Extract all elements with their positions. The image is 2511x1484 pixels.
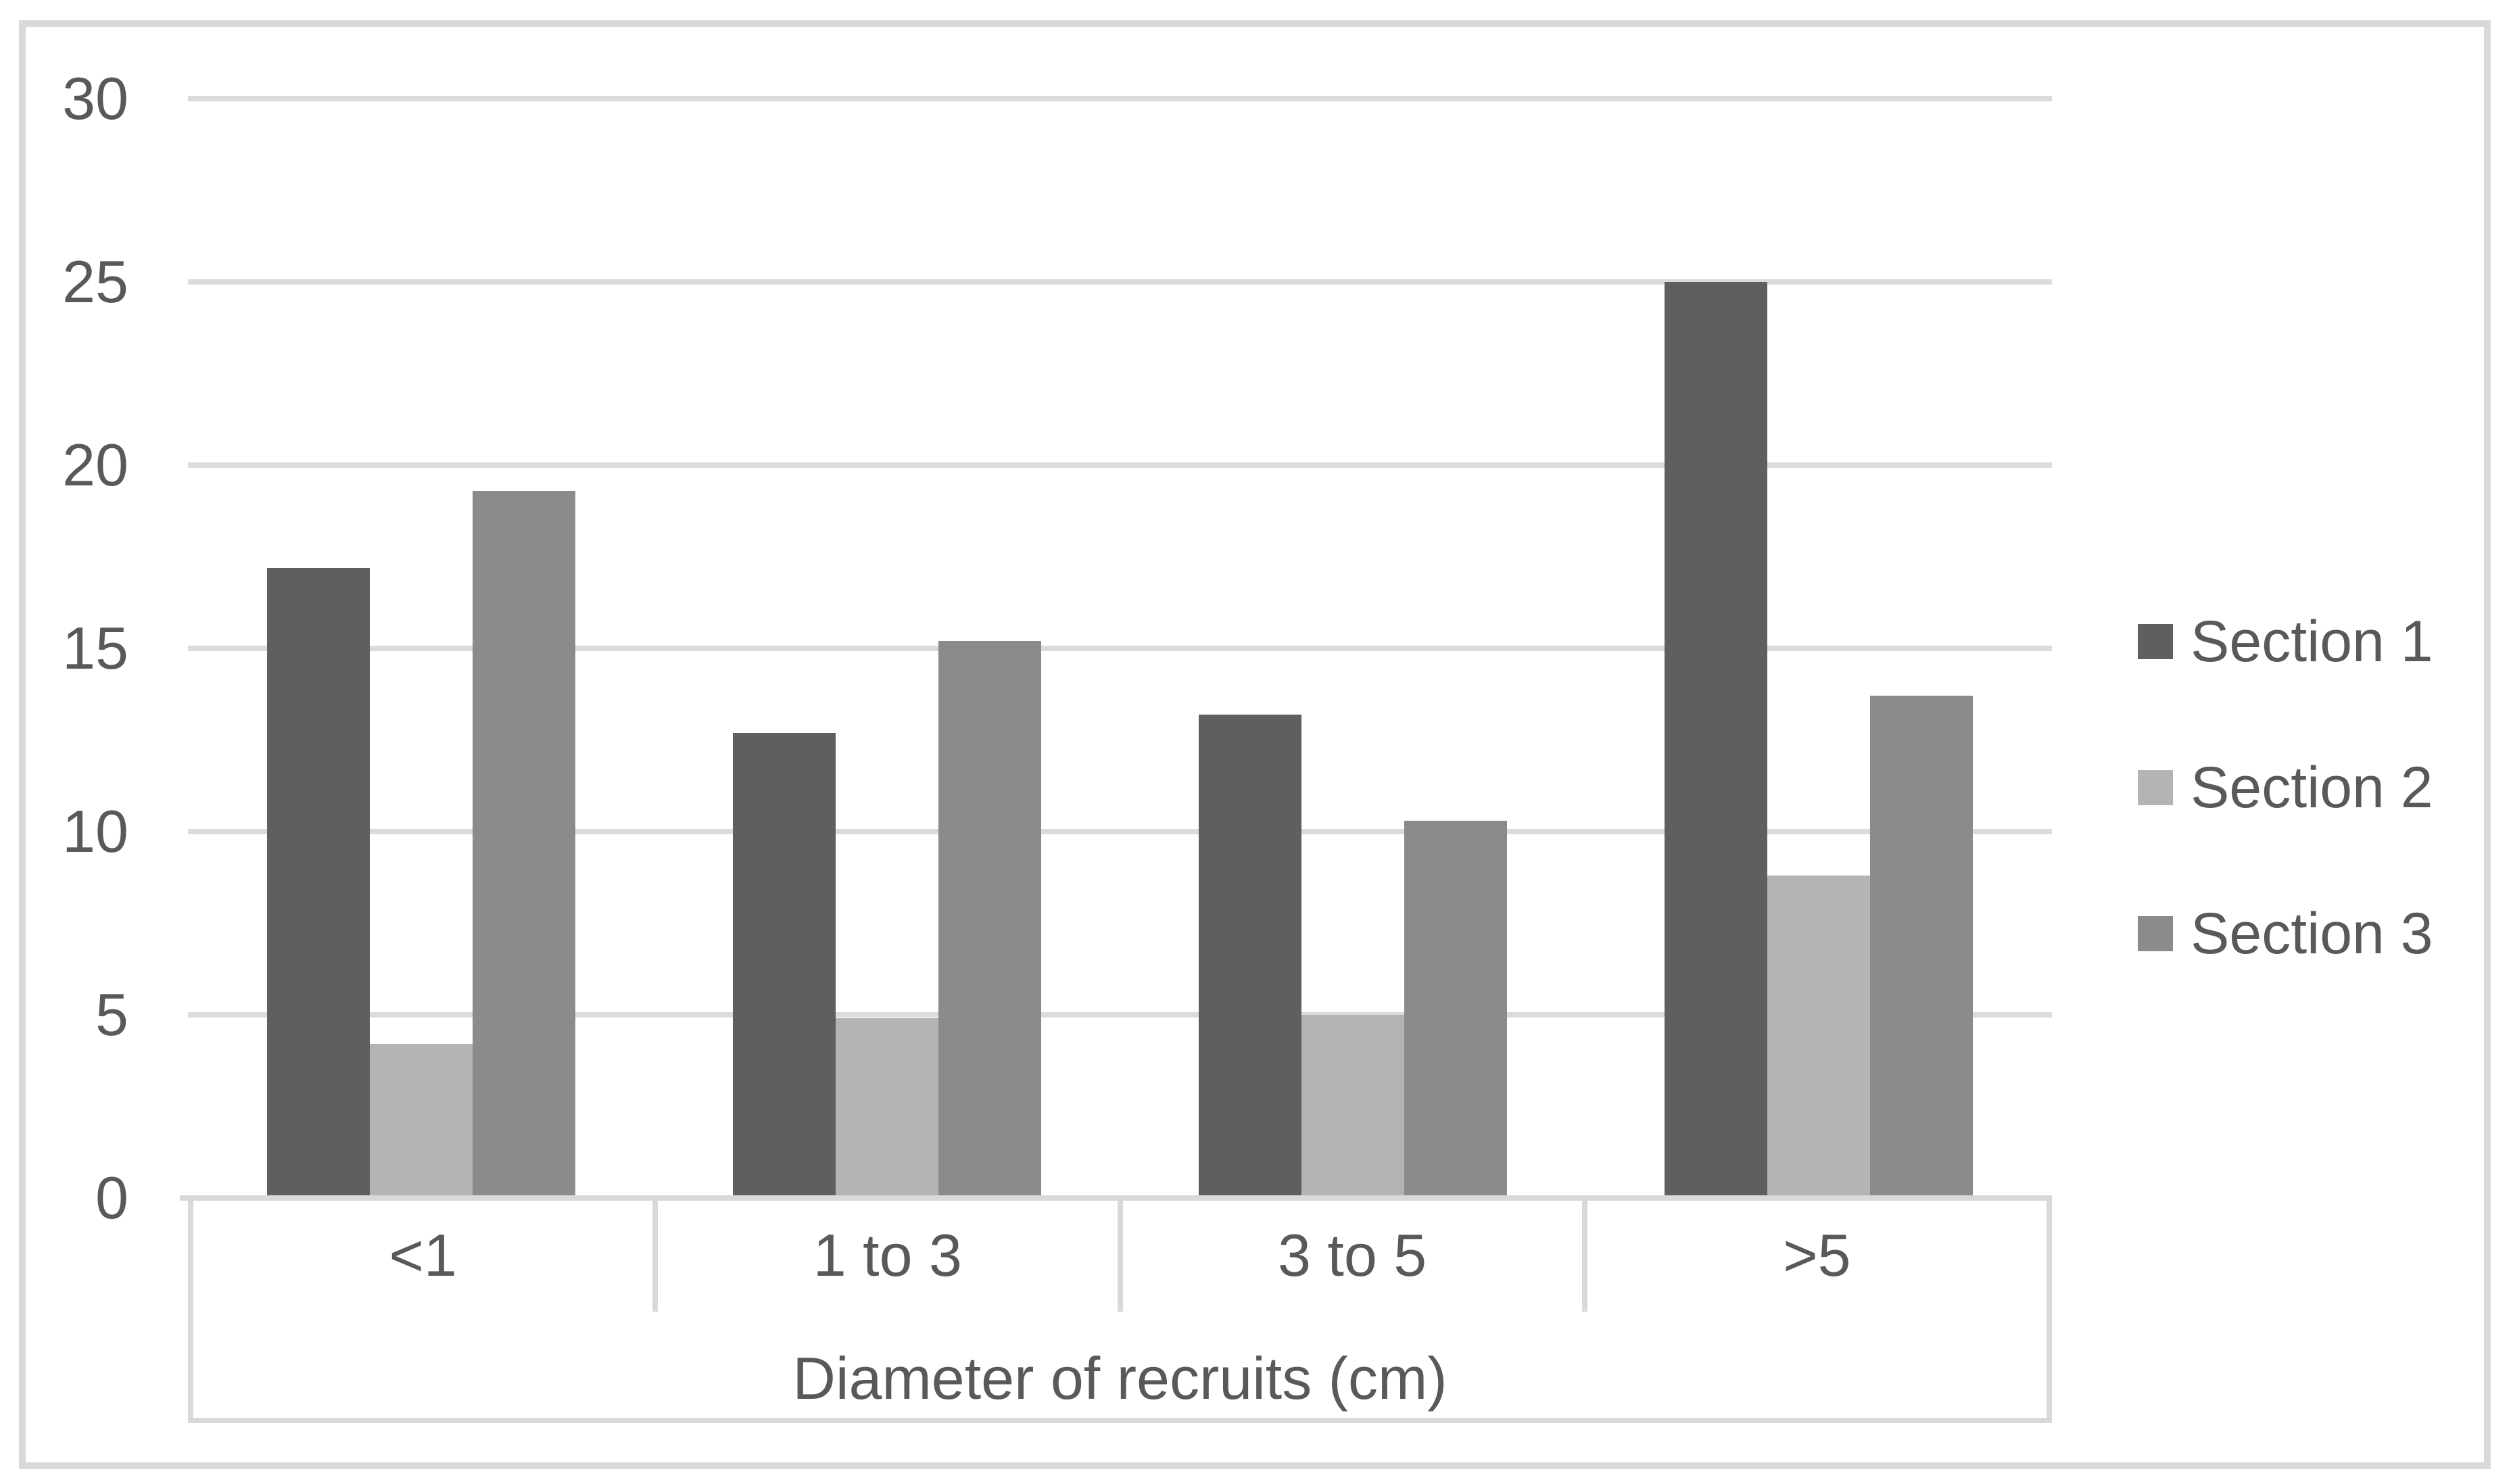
legend-swatch-icon: [2138, 624, 2173, 659]
bar-groups: [188, 99, 2052, 1198]
legend-label: Section 1: [2191, 608, 2433, 674]
y-tick-label-5: 5: [95, 981, 128, 1048]
bar-section-1-0: [266, 567, 370, 1198]
bar-group-1: [654, 99, 1120, 1198]
x-axis-title: Diameter of recruits (cm): [792, 1344, 1448, 1412]
category-label-3: >5: [1783, 1222, 1851, 1289]
category-label-0: <1: [193, 1199, 659, 1312]
bar-section-2-1: [835, 1018, 938, 1198]
plot-area: [188, 96, 2052, 1198]
bar-section-1-3: [1665, 282, 1768, 1198]
legend-label: Section 3: [2191, 901, 2433, 966]
legend-entry-section-3: Section 3: [2138, 901, 2433, 966]
legend-entry-section-1: Section 1: [2138, 609, 2433, 674]
gridline-25: [188, 279, 2052, 285]
x-axis-line: [180, 1195, 2052, 1201]
bar-section-2-2: [1301, 1015, 1405, 1198]
category-label-2: 3 to 5: [1123, 1199, 1587, 1312]
legend: Section 1 Section 2 Section 3: [2138, 609, 2433, 966]
gridline-5: [188, 1012, 2052, 1018]
bar-section-3-3: [1870, 696, 1974, 1198]
y-tick-label-25: 25: [62, 248, 128, 315]
bar-section-3-2: [1404, 820, 1508, 1198]
bar-group-0: [188, 99, 654, 1198]
category-label-1: 1 to 3: [658, 1199, 1123, 1312]
bar-section-1-1: [732, 732, 836, 1198]
y-tick-label-10: 10: [62, 798, 128, 865]
legend-swatch-icon: [2138, 916, 2173, 951]
bar-group-2: [1120, 99, 1586, 1198]
y-tick-label-0: 0: [95, 1164, 128, 1231]
bar-section-3-1: [938, 641, 1041, 1198]
bar-section-3-0: [472, 490, 575, 1198]
gridline-30: [188, 96, 2052, 101]
x-axis-title-row: Diameter of recruits (cm): [193, 1312, 2047, 1429]
gridline-20: [188, 462, 2052, 468]
y-tick-label-15: 15: [62, 615, 128, 681]
bar-group-3: [1586, 99, 2052, 1198]
legend-label: Section 2: [2191, 755, 2433, 820]
y-tick-label-20: 20: [62, 431, 128, 498]
gridline-15: [188, 646, 2052, 651]
bar-section-1-2: [1199, 714, 1302, 1198]
legend-entry-section-2: Section 2: [2138, 755, 2433, 820]
legend-swatch-icon: [2138, 770, 2173, 805]
bar-section-2-0: [369, 1044, 473, 1198]
gridline-10: [188, 829, 2052, 834]
y-tick-label-30: 30: [62, 65, 128, 132]
bar-section-2-3: [1767, 876, 1871, 1198]
